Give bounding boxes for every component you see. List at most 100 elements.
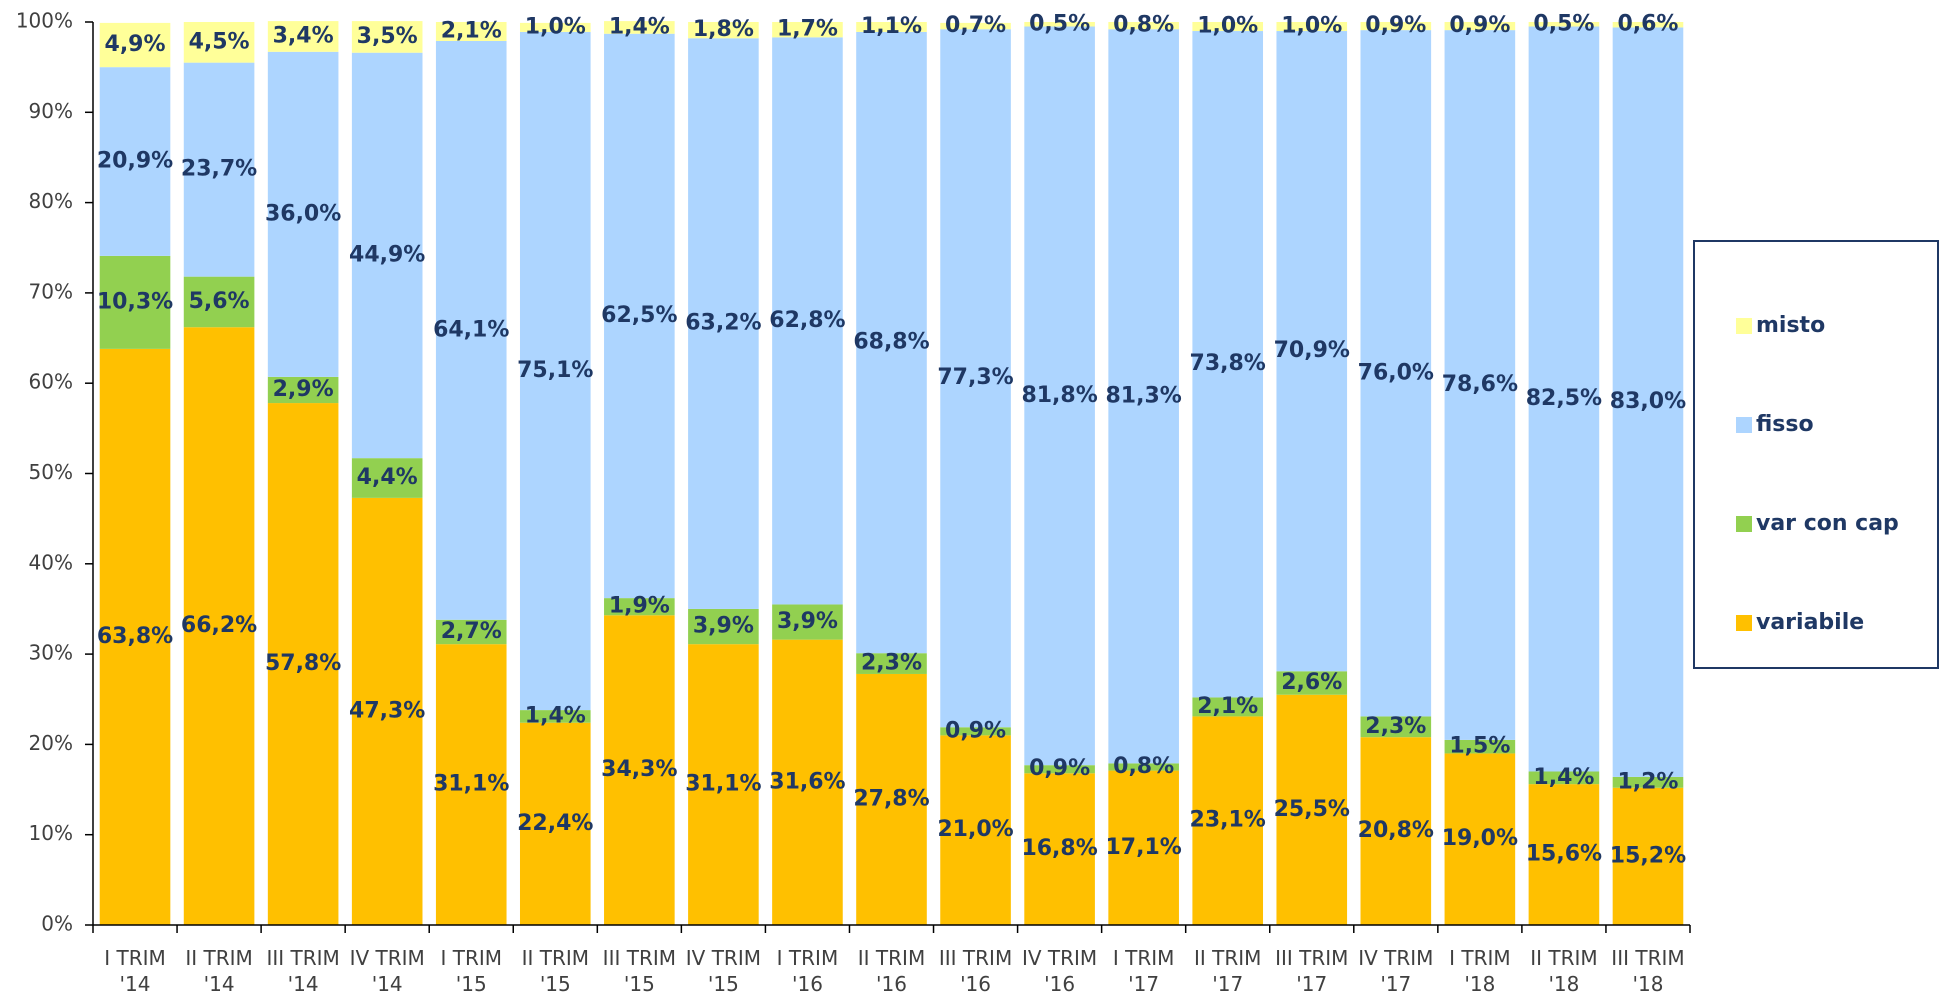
bar-segment (688, 608, 759, 645)
bar-segment (183, 62, 255, 277)
y-tick-label: 40% (29, 550, 73, 574)
legend-box (1693, 240, 1939, 669)
value-label: 2,7% (441, 619, 502, 644)
bar-segment (940, 735, 1011, 925)
x-tick-label: III TRIM '16 (939, 946, 1012, 995)
value-label: 34,3% (601, 757, 677, 782)
y-tick-label: 100% (16, 9, 73, 33)
value-label: 1,2% (1617, 769, 1678, 794)
value-label: 64,1% (433, 317, 509, 342)
x-tick-label: IV TRIM '17 (1358, 946, 1433, 995)
bar-segment (183, 327, 255, 925)
legend-swatch (1736, 516, 1752, 532)
y-tick-label: 20% (29, 731, 73, 755)
bar-segment (1024, 773, 1095, 925)
value-label: 31,6% (769, 769, 845, 794)
value-label: 1,4% (609, 14, 670, 39)
bar-segment (351, 497, 423, 925)
bar-segment (688, 22, 759, 39)
bar-segment (856, 653, 927, 674)
legend-swatch (1736, 615, 1752, 631)
value-label: 20,8% (1358, 818, 1434, 843)
bar-segment (940, 727, 1011, 736)
bar-segment (183, 22, 255, 63)
value-label: 2,3% (861, 651, 922, 676)
bar-segment (604, 615, 675, 925)
legend-label: var con cap (1756, 511, 1899, 536)
value-label: 15,6% (1526, 842, 1602, 867)
value-label: 1,7% (777, 17, 838, 42)
value-label: 70,9% (1274, 338, 1350, 363)
bar-segment (940, 29, 1011, 728)
bar-segment (435, 619, 507, 645)
bar-segment (772, 37, 843, 605)
bar-segment (1024, 22, 1095, 27)
value-label: 5,6% (189, 289, 250, 314)
bar-segment (519, 22, 591, 32)
bar-segment (435, 644, 507, 925)
x-tick-label: II TRIM '14 (185, 946, 252, 995)
y-tick-label: 10% (29, 821, 73, 845)
bar-segment (351, 458, 423, 498)
x-tick-label: III TRIM '15 (603, 946, 676, 995)
bar-segment (1528, 22, 1600, 27)
x-tick-label: IV TRIM '15 (686, 946, 761, 995)
x-tick-label: IV TRIM '16 (1022, 946, 1097, 995)
bar-segment (1276, 31, 1348, 672)
value-label: 17,1% (1105, 835, 1181, 860)
x-tick-label: II TRIM '18 (1530, 946, 1597, 995)
value-label: 19,0% (1442, 826, 1518, 851)
bar-segment (772, 22, 843, 38)
bar-segment (1528, 771, 1600, 785)
bar-segment (351, 52, 423, 459)
value-label: 3,5% (357, 24, 418, 49)
y-tick-label: 60% (29, 370, 73, 394)
value-label: 73,8% (1190, 351, 1266, 376)
x-tick-label: II TRIM '16 (858, 946, 925, 995)
legend-swatch (1736, 318, 1752, 334)
x-tick-label: III TRIM '17 (1275, 946, 1348, 995)
value-label: 0,8% (1113, 13, 1174, 38)
value-label: 81,8% (1021, 383, 1097, 408)
bar-segment (99, 255, 171, 349)
y-tick-label: 0% (41, 912, 73, 936)
bar-segment (1192, 31, 1264, 698)
y-tick-label: 70% (29, 279, 73, 303)
value-label: 2,1% (441, 18, 502, 43)
value-label: 2,9% (273, 377, 334, 402)
value-label: 81,3% (1105, 383, 1181, 408)
value-label: 4,9% (105, 32, 166, 57)
bar-segment (1360, 22, 1432, 31)
value-label: 27,8% (853, 786, 929, 811)
value-label: 1,9% (609, 594, 670, 619)
value-label: 57,8% (265, 651, 341, 676)
value-label: 66,2% (181, 613, 257, 638)
value-label: 15,2% (1610, 843, 1686, 868)
legend-label: variabile (1756, 610, 1864, 635)
legend-label: misto (1756, 313, 1825, 338)
bar-segment (688, 38, 759, 609)
bar-segment (1192, 716, 1264, 925)
bar-segment (940, 22, 1011, 30)
bar-segment (604, 598, 675, 616)
value-label: 1,0% (1197, 14, 1258, 39)
value-label: 44,9% (349, 242, 425, 267)
bar-segment (772, 604, 843, 640)
legend-label: fisso (1756, 412, 1814, 437)
value-label: 2,6% (1281, 670, 1342, 695)
bar-segment (604, 21, 675, 34)
value-label: 2,1% (1197, 694, 1258, 719)
legend-swatch (1736, 417, 1752, 433)
value-label: 83,0% (1610, 389, 1686, 414)
bar-segment (1444, 753, 1516, 925)
value-label: 4,5% (189, 29, 250, 54)
value-label: 0,9% (1449, 13, 1510, 38)
value-label: 62,5% (601, 303, 677, 328)
x-tick-label: I TRIM '15 (440, 946, 502, 995)
bar-segment (1108, 770, 1179, 925)
bar-segment (183, 276, 255, 328)
value-label: 1,0% (1281, 14, 1342, 39)
value-label: 10,3% (97, 289, 173, 314)
value-label: 3,9% (777, 609, 838, 634)
